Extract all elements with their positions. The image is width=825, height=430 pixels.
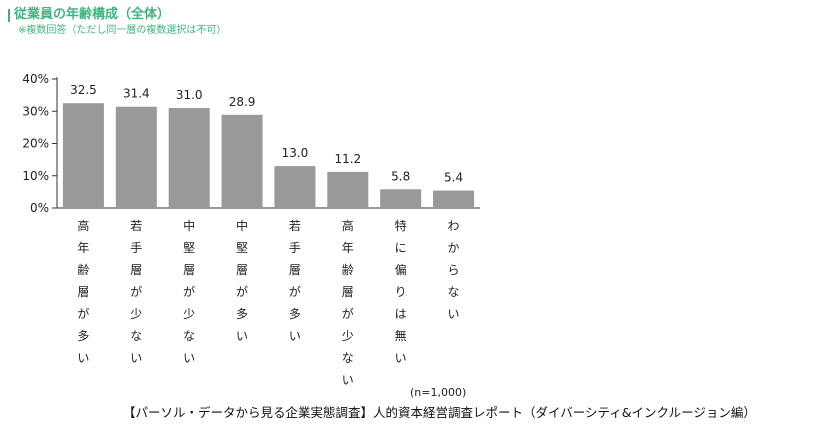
category-label: 若手層が少ない <box>130 219 142 365</box>
bar <box>380 189 422 208</box>
bar <box>433 190 475 208</box>
chart-title: 従業員の年齢構成（全体） <box>14 7 171 22</box>
bar <box>327 171 369 208</box>
category-label: 中堅層が多い <box>236 218 248 343</box>
y-tick-label: 40% <box>22 72 49 86</box>
y-tick-label: 0% <box>30 201 49 215</box>
data-label: 11.2 <box>334 152 361 166</box>
data-label: 31.0 <box>176 88 203 102</box>
data-label: 5.8 <box>391 169 410 183</box>
y-tick-label: 20% <box>22 137 49 151</box>
data-label: 13.0 <box>282 146 309 160</box>
category-label: 中堅層が少ない <box>183 218 195 365</box>
y-tick-label: 30% <box>22 104 49 118</box>
sample-size-note: (n=1,000) <box>410 386 467 399</box>
chart-subtitle: ※複数回答（ただし同一層の複数選択は不可） <box>18 25 227 36</box>
data-label: 28.9 <box>229 95 256 109</box>
data-label: 31.4 <box>123 87 150 101</box>
data-label: 5.4 <box>444 171 463 185</box>
category-label: わからない <box>448 219 460 321</box>
bar <box>115 106 157 208</box>
category-label: 特に偏りは無い <box>395 218 407 365</box>
bar <box>168 108 210 208</box>
category-label: 高年齢層が多い <box>77 218 89 365</box>
source-caption: 【パーソル・データから見る企業実態調査】人的資本経営調査レポート（ダイバーシティ… <box>123 405 756 420</box>
category-label: 高年齢層が少ない <box>342 218 354 387</box>
title-accent-bar <box>8 8 10 22</box>
bar <box>221 114 263 208</box>
chart-header: 従業員の年齢構成（全体） ※複数回答（ただし同一層の複数選択は不可） <box>8 6 226 38</box>
data-label: 32.5 <box>70 83 97 97</box>
bar <box>274 166 316 208</box>
bar <box>62 103 104 208</box>
category-label: 若手層が多い <box>289 219 301 343</box>
chart-title-row: 従業員の年齢構成（全体） <box>8 6 226 24</box>
y-tick-label: 10% <box>22 169 49 183</box>
